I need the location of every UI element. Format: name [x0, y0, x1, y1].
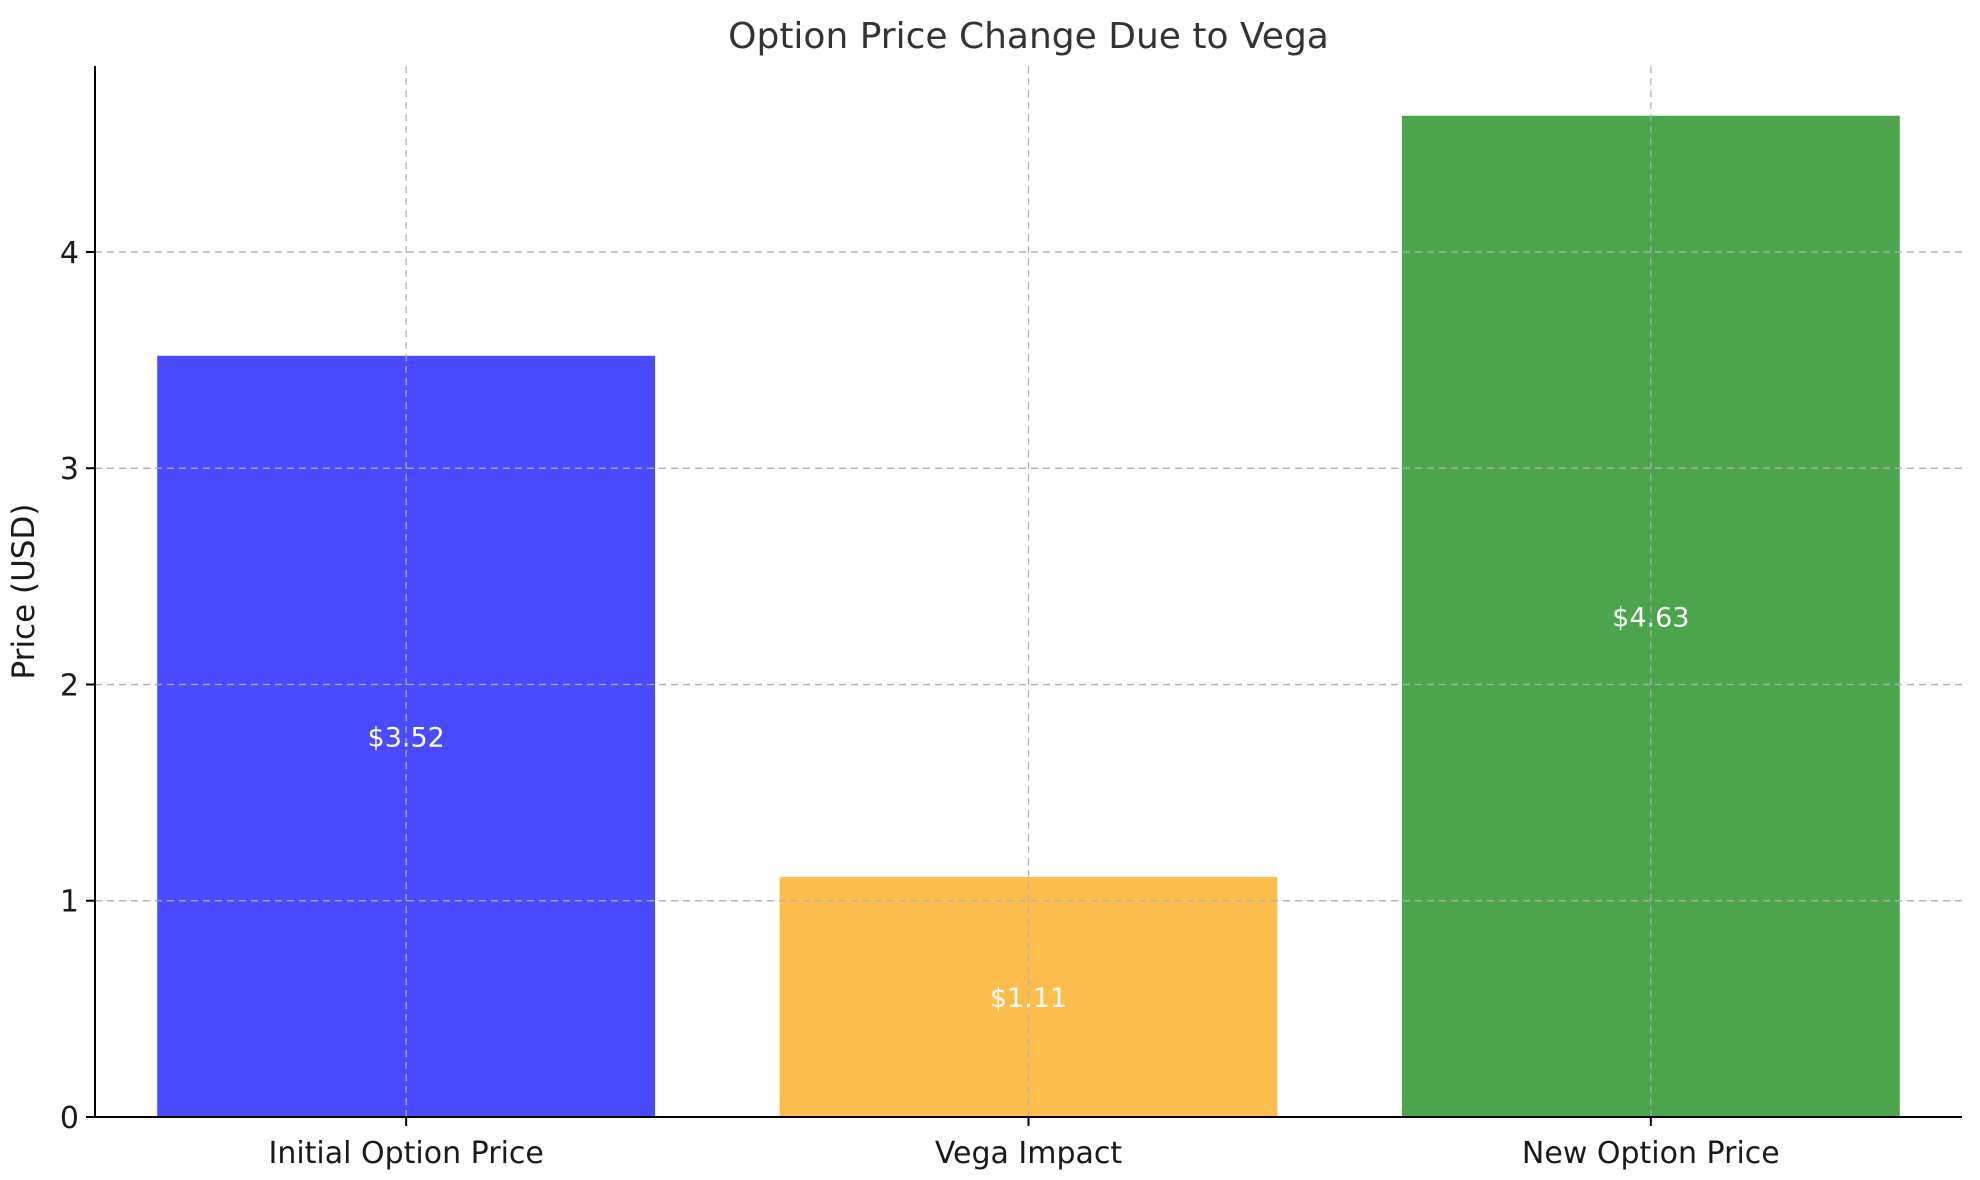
bar-value-label-1: $1.11	[990, 983, 1067, 1014]
y-tick-label-1: 1	[60, 885, 79, 920]
bar-value-label-2: $4.63	[1612, 602, 1689, 633]
bar-value-label-0: $3.52	[368, 722, 445, 753]
y-tick-label-2: 2	[60, 668, 79, 703]
tick-labels: 0 1 2 3 4 Initial Option Price Vega Impact New …	[60, 236, 1780, 1171]
y-axis-label: Price (USD)	[6, 504, 42, 680]
y-tick-label-4: 4	[60, 236, 79, 271]
chart-title: Option Price Change Due to Vega	[728, 16, 1329, 57]
x-tick-label-2: New Option Price	[1522, 1136, 1780, 1171]
y-tick-label-3: 3	[60, 452, 79, 487]
y-tick-label-0: 0	[60, 1101, 79, 1136]
x-tick-label-1: Vega Impact	[935, 1136, 1123, 1171]
data-labels: $3.52 $1.11 $4.63	[368, 602, 1690, 1014]
x-tick-label-0: Initial Option Price	[268, 1136, 543, 1171]
